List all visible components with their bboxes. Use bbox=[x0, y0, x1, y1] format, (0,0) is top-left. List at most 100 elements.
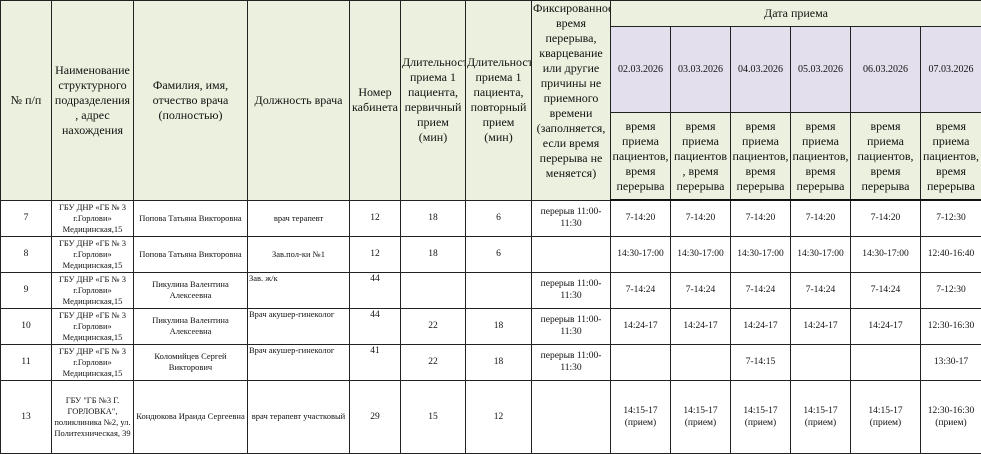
header-date: 03.03.2026 bbox=[671, 27, 731, 113]
header-position: Должность врача bbox=[248, 1, 350, 201]
cell-break bbox=[532, 236, 611, 272]
cell-position: врач терапевт bbox=[248, 200, 350, 236]
cell-day: 14:24-17 bbox=[611, 308, 671, 344]
cell-day: 7-14:20 bbox=[611, 200, 671, 236]
cell-day: 7-14:24 bbox=[791, 272, 851, 308]
cell-day bbox=[671, 344, 731, 380]
cell-day: 12:30-16:30 bbox=[921, 308, 981, 344]
cell-num: 7 bbox=[1, 200, 52, 236]
cell-day: 14:30-17:00 bbox=[671, 236, 731, 272]
header-subcolumn: время приема пациентов , время перерыва bbox=[671, 113, 731, 201]
cell-repeat bbox=[466, 272, 532, 308]
cell-day: 7-12:30 bbox=[921, 272, 981, 308]
cell-break: перерыв 11:00-11:30 bbox=[532, 308, 611, 344]
cell-day: 14:30-17:00 bbox=[791, 236, 851, 272]
cell-day: 14:24-17 bbox=[671, 308, 731, 344]
cell-first bbox=[401, 272, 466, 308]
cell-num: 9 bbox=[1, 272, 52, 308]
header-date: 05.03.2026 bbox=[791, 27, 851, 113]
cell-repeat: 12 bbox=[466, 380, 532, 453]
cell-day: 14:30-17:00 bbox=[851, 236, 921, 272]
cell-org: ГБУ ДНР «ГБ № 3 г.Горлови» Медицинская,1… bbox=[52, 308, 134, 344]
cell-repeat: 6 bbox=[466, 200, 532, 236]
cell-day: 7-14:20 bbox=[731, 200, 791, 236]
cell-day: 7-14:20 bbox=[851, 200, 921, 236]
header-date: 07.03.2026 bbox=[921, 27, 981, 113]
cell-repeat: 6 bbox=[466, 236, 532, 272]
cell-position: врач терапевт участковый bbox=[248, 380, 350, 453]
cell-room: 44 bbox=[350, 272, 401, 308]
cell-day: 12:30-16:30 (прием) bbox=[921, 380, 981, 453]
cell-num: 8 bbox=[1, 236, 52, 272]
cell-room: 44 bbox=[350, 308, 401, 344]
cell-num: 13 bbox=[1, 380, 52, 453]
cell-repeat: 18 bbox=[466, 344, 532, 380]
cell-day: 7-12:30 bbox=[921, 200, 981, 236]
cell-org: ГБУ ДНР «ГБ № 3 г.Горлови» Медицинская,1… bbox=[52, 200, 134, 236]
cell-room: 29 bbox=[350, 380, 401, 453]
cell-org: ГБУ ДНР «ГБ № 3 г.Горлови» Медицинская,1… bbox=[52, 236, 134, 272]
table-row: 7 ГБУ ДНР «ГБ № 3 г.Горлови» Медицинская… bbox=[1, 200, 981, 236]
header-subcolumn: время приема пациентов, время перерыва bbox=[731, 113, 791, 201]
cell-name: Попова Татьяна Викторовна bbox=[134, 236, 248, 272]
cell-break: перерыв 11:00-11:30 bbox=[532, 200, 611, 236]
cell-repeat: 18 bbox=[466, 308, 532, 344]
cell-day: 14:15-17 (прием) bbox=[791, 380, 851, 453]
cell-day: 14:24-17 bbox=[851, 308, 921, 344]
cell-name: Попова Татьяна Викторовна bbox=[134, 200, 248, 236]
cell-day: 14:24-17 bbox=[791, 308, 851, 344]
header-repeat: Длительность приема 1 пациента, повторны… bbox=[466, 1, 532, 201]
cell-day: 14:30-17:00 bbox=[611, 236, 671, 272]
cell-day bbox=[791, 344, 851, 380]
header-date: 02.03.2026 bbox=[611, 27, 671, 113]
cell-break: перерыв 11:00-11:30 bbox=[532, 272, 611, 308]
cell-first: 15 bbox=[401, 380, 466, 453]
cell-day: 7-14:24 bbox=[731, 272, 791, 308]
header-first: Длительность приема 1 пациента, первичны… bbox=[401, 1, 466, 201]
cell-first: 18 bbox=[401, 200, 466, 236]
cell-position: Зав. ж/к bbox=[248, 272, 350, 308]
cell-day: 14:15-17 (прием) bbox=[611, 380, 671, 453]
cell-name: Пикулина Валентина Алексеевна bbox=[134, 308, 248, 344]
cell-name: Коломийцев Сергей Викторович bbox=[134, 344, 248, 380]
cell-position: Врач акушер-гинеколог bbox=[248, 308, 350, 344]
cell-day: 7-14:24 bbox=[851, 272, 921, 308]
header-subcolumn: время приема пациентов, время перерыва bbox=[791, 113, 851, 201]
cell-day: 14:30-17:00 bbox=[731, 236, 791, 272]
header-num: № п/п bbox=[1, 1, 52, 201]
table-row: 11 ГБУ ДНР «ГБ № 3 г.Горлови» Медицинска… bbox=[1, 344, 981, 380]
cell-day: 13:30-17 bbox=[921, 344, 981, 380]
header-date: 06.03.2026 bbox=[851, 27, 921, 113]
header-subcolumn: время приема пациентов, время перерыва bbox=[921, 113, 981, 201]
header-subcolumn: время приема пациентов, время перерыва bbox=[611, 113, 671, 201]
cell-name: Кондюкова Ираида Сергеевна bbox=[134, 380, 248, 453]
cell-day: 12:40-16:40 bbox=[921, 236, 981, 272]
cell-day: 14:15-17 (прием) bbox=[671, 380, 731, 453]
header-room: Номер кабинета bbox=[350, 1, 401, 201]
header-subcolumn: время приема пациентов, время перерыва bbox=[851, 113, 921, 201]
cell-room: 12 bbox=[350, 200, 401, 236]
cell-first: 22 bbox=[401, 308, 466, 344]
header-date: 04.03.2026 bbox=[731, 27, 791, 113]
cell-num: 10 bbox=[1, 308, 52, 344]
cell-first: 22 bbox=[401, 344, 466, 380]
cell-room: 41 bbox=[350, 344, 401, 380]
cell-break: перерыв 11:00-11:30 bbox=[532, 344, 611, 380]
cell-first: 18 bbox=[401, 236, 466, 272]
cell-day: 7-14:20 bbox=[791, 200, 851, 236]
header-date-group: Дата приема bbox=[611, 1, 981, 27]
cell-day: 14:15-17 (прием) bbox=[731, 380, 791, 453]
cell-day: 7-14:24 bbox=[611, 272, 671, 308]
table-row: 13 ГБУ "ГБ №3 Г. ГОРЛОВКА", поликлиника … bbox=[1, 380, 981, 453]
cell-day: 7-14:24 bbox=[671, 272, 731, 308]
cell-position: Зав.пол-ки №1 bbox=[248, 236, 350, 272]
cell-position: Врач акушер-гинеколог bbox=[248, 344, 350, 380]
cell-day bbox=[851, 344, 921, 380]
cell-day: 7-14:20 bbox=[671, 200, 731, 236]
cell-day: 7-14:15 bbox=[731, 344, 791, 380]
cell-org: ГБУ "ГБ №3 Г. ГОРЛОВКА", поликлиника №2,… bbox=[52, 380, 134, 453]
cell-day: 14:15-17 (прием) bbox=[851, 380, 921, 453]
table-row: 10 ГБУ ДНР «ГБ № 3 г.Горлови» Медицинска… bbox=[1, 308, 981, 344]
cell-org: ГБУ ДНР «ГБ № 3 г.Горлови» Медицинская,1… bbox=[52, 272, 134, 308]
header-break: Фиксированное время перерыва, кварцевани… bbox=[532, 1, 611, 201]
